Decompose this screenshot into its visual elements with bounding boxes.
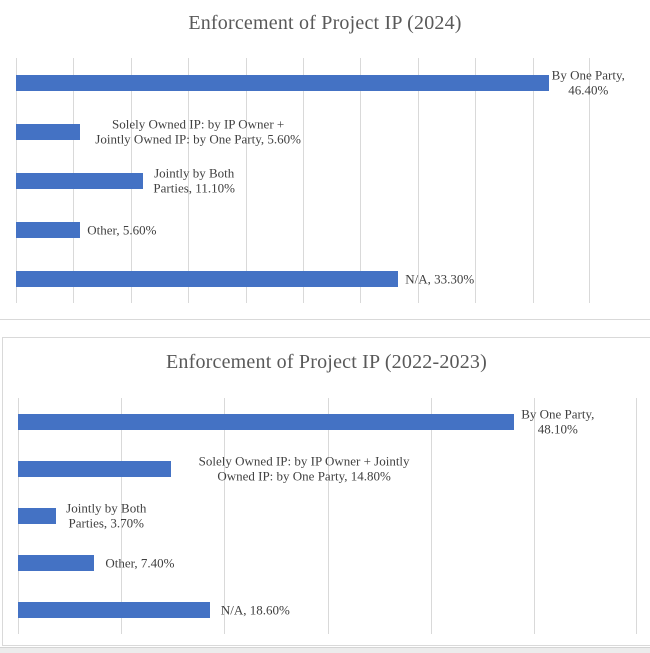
gridline: [417, 58, 419, 303]
data-label: Other, 7.40%: [105, 555, 175, 571]
gridline: [532, 58, 534, 303]
chart-area-2022-2023[interactable]: Enforcement of Project IP (2022-2023) By…: [2, 337, 650, 646]
gridline: [188, 58, 190, 303]
bar-row: N/A, 18.60%: [18, 587, 637, 634]
bar-row: N/A, 33.30%: [16, 254, 590, 303]
chart-area-2024[interactable]: Enforcement of Project IP (2024) By One …: [0, 0, 650, 320]
bar-row: Solely Owned IP: by IP Owner + Jointly Ow…: [18, 445, 637, 492]
bar-n-a: [18, 602, 210, 619]
bar-by-one-party: [18, 413, 515, 430]
bar-row: Solely Owned IP: by IP Owner + Jointly Ow…: [16, 107, 590, 156]
bar-solely-owned-ip-by-ip-owner-jointly-owned-ip-by-one-party: [18, 460, 171, 477]
bar-row: Jointly by Both Parties, 11.10%: [16, 156, 590, 205]
gridline: [589, 58, 590, 303]
chart-title-2024: Enforcement of Project IP (2024): [188, 12, 462, 34]
bar-row: Other, 7.40%: [18, 540, 637, 587]
gridline: [636, 398, 637, 634]
data-label: N/A, 33.30%: [405, 270, 475, 286]
gridline: [245, 58, 247, 303]
data-label: By One Party, 46.40%: [551, 67, 625, 98]
data-label: By One Party, 48.10%: [521, 406, 595, 437]
gridline: [121, 398, 123, 634]
bar-other: [16, 221, 81, 238]
gridline: [475, 58, 477, 303]
data-label: Jointly by Both Parties, 3.70%: [66, 500, 147, 531]
plot-area-2024: By One Party, 46.40% Solely Owned IP: by I…: [16, 58, 625, 303]
bar-row: By One Party, 48.10%: [18, 398, 637, 445]
bar-solely-owned-ip-by-ip-owner-jointly-owned-ip-by-one-party: [16, 123, 81, 140]
bar-jointly-by-both-parties: [18, 507, 57, 524]
bar-row: Jointly by Both Parties, 3.70%: [18, 492, 637, 539]
data-label: Other, 5.60%: [87, 221, 157, 237]
gridline: [224, 398, 226, 634]
window-bottom-edge: [0, 647, 650, 653]
bar-row: Other, 5.60%: [16, 205, 590, 254]
gridline: [303, 58, 304, 303]
gridline: [360, 58, 362, 303]
data-label: Solely Owned IP: by IP Owner + Jointly Ow…: [95, 116, 301, 147]
gridline: [430, 398, 432, 634]
bar-by-one-party: [16, 74, 549, 91]
gridline: [533, 398, 535, 634]
data-label: Solely Owned IP: by IP Owner + Jointly Ow…: [198, 453, 410, 484]
gridline: [327, 398, 329, 634]
chart-title-2022-2023: Enforcement of Project IP (2022-2023): [165, 351, 487, 373]
data-label: Jointly by Both Parties, 11.10%: [153, 165, 235, 196]
bar-row: By One Party, 46.40%: [16, 58, 625, 107]
bar-other: [18, 555, 95, 572]
data-label: N/A, 18.60%: [220, 602, 290, 618]
bar-n-a: [16, 270, 399, 287]
bar-jointly-by-both-parties: [16, 172, 144, 189]
plot-area-2022-2023: By One Party, 48.10% Solely Owned IP: by I…: [18, 398, 637, 634]
